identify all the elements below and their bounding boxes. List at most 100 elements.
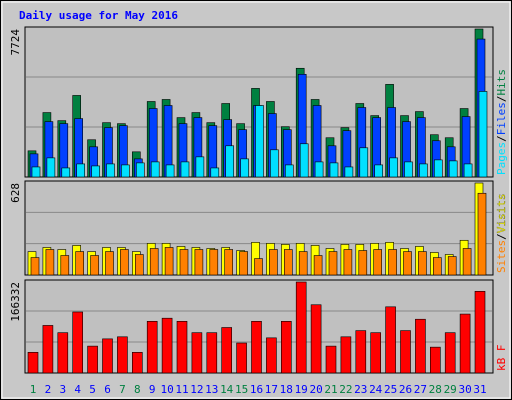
legend: Sites/Visits <box>495 194 508 274</box>
bar <box>359 147 369 178</box>
bar <box>373 249 383 276</box>
bar <box>310 304 322 374</box>
x-tick-label: 27 <box>414 383 427 396</box>
x-tick-label: 11 <box>175 383 188 396</box>
legend-separator: / <box>495 233 508 240</box>
legend-entry: Visits <box>495 194 508 234</box>
y-tick-label: 7724 <box>9 29 22 56</box>
bar <box>385 306 396 374</box>
bar <box>42 325 54 374</box>
chart-title: Daily usage for May 2016 <box>19 9 178 22</box>
bar <box>117 336 128 374</box>
bar <box>75 251 84 276</box>
bar <box>90 255 99 276</box>
bar <box>358 250 368 276</box>
x-tick-label: 13 <box>205 383 218 396</box>
x-tick-label: 5 <box>89 383 96 396</box>
bar <box>150 161 160 178</box>
y-tick-label: 628 <box>9 183 22 203</box>
bar <box>314 161 324 178</box>
bar <box>298 251 308 276</box>
x-tick-label: 15 <box>235 383 248 396</box>
bar <box>340 336 352 374</box>
bar <box>224 249 233 276</box>
bar <box>415 318 426 374</box>
bar <box>176 320 188 374</box>
bar <box>72 311 83 374</box>
bar <box>87 345 98 374</box>
bar <box>27 352 39 374</box>
x-tick-label: 8 <box>134 383 141 396</box>
bar <box>45 249 55 276</box>
x-tick-label: 20 <box>309 383 322 396</box>
bar <box>135 254 144 276</box>
bar <box>165 164 175 178</box>
x-tick-label: 9 <box>149 383 156 396</box>
bar <box>269 249 278 276</box>
x-tick-label: 2 <box>45 383 52 396</box>
bar <box>194 249 204 276</box>
bar <box>240 158 249 178</box>
bar <box>76 163 85 178</box>
legend: kB F <box>495 345 508 372</box>
bar <box>210 167 220 178</box>
bar <box>418 251 427 276</box>
x-tick-label: 19 <box>295 383 308 396</box>
bar <box>400 330 411 374</box>
bar <box>206 332 218 374</box>
x-tick-label: 3 <box>59 383 66 396</box>
bar <box>146 320 158 374</box>
bar <box>161 317 173 374</box>
x-tick-label: 1 <box>30 383 37 396</box>
x-tick-label: 26 <box>399 383 412 396</box>
x-tick-label: 31 <box>473 383 486 396</box>
bar <box>106 163 115 178</box>
bar <box>57 332 69 374</box>
bar <box>404 161 413 178</box>
bar <box>459 313 471 374</box>
bar <box>474 291 486 374</box>
bar <box>221 327 232 374</box>
bar <box>370 332 382 374</box>
legend-entry: Sites <box>495 240 508 273</box>
bar <box>105 251 114 276</box>
bar <box>299 143 309 178</box>
bar <box>120 249 129 276</box>
x-tick-label: 29 <box>444 383 457 396</box>
legend-separator: / <box>495 96 508 103</box>
x-tick-label: 14 <box>220 383 234 396</box>
bar <box>432 257 442 276</box>
bar <box>283 249 293 276</box>
legend: Pages/Files/Hits <box>495 69 508 175</box>
bar <box>195 156 205 178</box>
bar <box>462 248 472 276</box>
bar <box>180 161 190 178</box>
bar <box>225 145 234 178</box>
legend-entry: Hits <box>495 69 508 96</box>
bar <box>121 164 130 178</box>
bar <box>389 157 398 178</box>
bar <box>280 320 292 374</box>
bar <box>102 338 113 374</box>
bar <box>91 165 100 178</box>
bar <box>60 255 70 276</box>
bar <box>325 345 337 374</box>
bar <box>266 337 277 374</box>
bar <box>236 342 247 374</box>
bar <box>447 256 457 276</box>
bar <box>343 249 353 276</box>
bar <box>444 332 456 374</box>
bar <box>191 332 203 374</box>
x-tick-label: 28 <box>429 383 442 396</box>
bar <box>179 249 189 276</box>
x-tick-label: 18 <box>280 383 293 396</box>
x-tick-label: 21 <box>324 383 337 396</box>
bar <box>388 249 397 276</box>
x-tick-label: 10 <box>160 383 173 396</box>
bar <box>209 249 219 276</box>
bar <box>478 91 488 178</box>
bar <box>30 257 40 276</box>
bar <box>463 163 473 178</box>
